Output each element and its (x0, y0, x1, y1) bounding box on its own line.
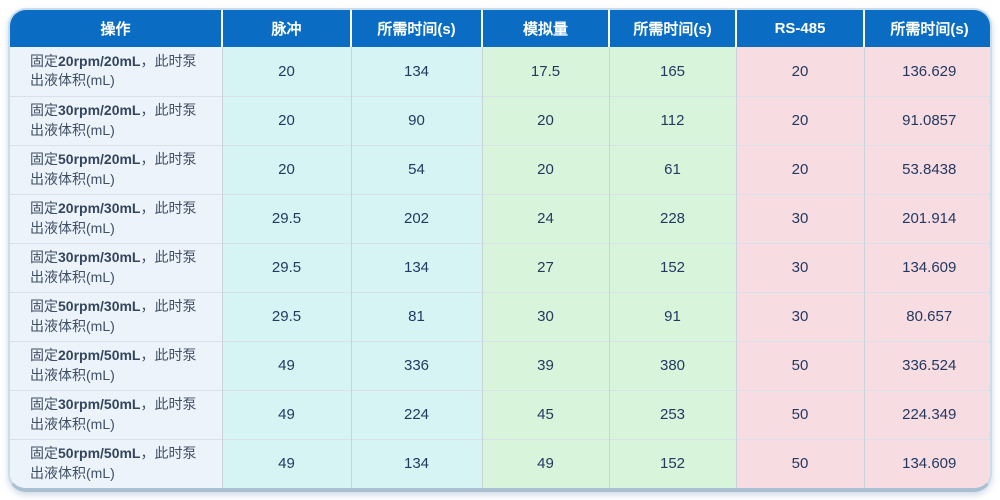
cell-analog-value: 49 (481, 438, 609, 488)
table-row: 固定20rpm/50mL，此时泵出液体积(mL) 49 336 39 380 5… (10, 340, 990, 390)
cell-rs485-value: 30 (735, 291, 864, 341)
row-label-operation: 固定30rpm/30mL，此时泵出液体积(mL) (10, 242, 222, 292)
table-header: 操作 脉冲 所需时间(s) 模拟量 所需时间(s) RS-485 所需时间(s) (10, 10, 990, 47)
cell-rs485-time: 91.0857 (863, 95, 990, 145)
cell-pulse-value: 49 (221, 389, 351, 439)
row-label-operation: 固定30rpm/20mL，此时泵出液体积(mL) (10, 95, 222, 145)
cell-analog-time: 112 (608, 95, 736, 145)
cell-pulse-value: 29.5 (221, 193, 351, 243)
cell-pulse-value: 49 (221, 340, 351, 390)
row-label-operation: 固定20rpm/30mL，此时泵出液体积(mL) (10, 193, 222, 243)
row-label-operation: 固定50rpm/50mL，此时泵出液体积(mL) (10, 438, 222, 488)
cell-analog-value: 20 (481, 95, 609, 145)
cell-rs485-value: 20 (735, 95, 864, 145)
header-cell-analog: 模拟量 (481, 10, 609, 47)
header-cell-rs485-time: 所需时间(s) (863, 10, 990, 47)
cell-analog-time: 91 (608, 291, 736, 341)
cell-rs485-value: 50 (735, 340, 864, 390)
header-cell-operation: 操作 (10, 10, 222, 47)
cell-pulse-time: 336 (350, 340, 482, 390)
header-cell-pulse: 脉冲 (221, 10, 351, 47)
cell-rs485-time: 80.657 (863, 291, 990, 341)
cell-rs485-value: 50 (735, 438, 864, 488)
cell-analog-time: 61 (608, 144, 736, 194)
cell-rs485-value: 20 (735, 47, 864, 96)
cell-analog-value: 27 (481, 242, 609, 292)
cell-pulse-value: 20 (221, 47, 351, 96)
cell-rs485-time: 224.349 (863, 389, 990, 439)
cell-rs485-time: 336.524 (863, 340, 990, 390)
cell-rs485-time: 53.8438 (863, 144, 990, 194)
table-row: 固定30rpm/30mL，此时泵出液体积(mL) 29.5 134 27 152… (10, 242, 990, 292)
cell-pulse-time: 134 (350, 242, 482, 292)
cell-analog-time: 253 (608, 389, 736, 439)
cell-rs485-time: 136.629 (863, 47, 990, 96)
cell-analog-value: 39 (481, 340, 609, 390)
table-row: 固定30rpm/50mL，此时泵出液体积(mL) 49 224 45 253 5… (10, 389, 990, 439)
data-table-card: 操作 脉冲 所需时间(s) 模拟量 所需时间(s) RS-485 所需时间(s)… (8, 8, 992, 492)
cell-analog-time: 228 (608, 193, 736, 243)
cell-rs485-time: 201.914 (863, 193, 990, 243)
cell-rs485-value: 30 (735, 193, 864, 243)
table-body: 固定20rpm/20mL，此时泵出液体积(mL) 20 134 17.5 165… (10, 47, 990, 488)
pump-operation-table: 操作 脉冲 所需时间(s) 模拟量 所需时间(s) RS-485 所需时间(s)… (10, 10, 990, 488)
table-row: 固定50rpm/50mL，此时泵出液体积(mL) 49 134 49 152 5… (10, 438, 990, 488)
cell-analog-time: 152 (608, 438, 736, 488)
cell-rs485-value: 50 (735, 389, 864, 439)
cell-pulse-value: 29.5 (221, 242, 351, 292)
cell-pulse-value: 20 (221, 144, 351, 194)
cell-pulse-time: 202 (350, 193, 482, 243)
cell-rs485-value: 20 (735, 144, 864, 194)
cell-analog-value: 30 (481, 291, 609, 341)
cell-analog-value: 45 (481, 389, 609, 439)
cell-analog-time: 165 (608, 47, 736, 96)
cell-pulse-value: 49 (221, 438, 351, 488)
cell-pulse-value: 20 (221, 95, 351, 145)
header-cell-rs485: RS-485 (735, 10, 864, 47)
cell-pulse-time: 134 (350, 438, 482, 488)
table-row: 固定20rpm/20mL，此时泵出液体积(mL) 20 134 17.5 165… (10, 47, 990, 96)
cell-pulse-time: 81 (350, 291, 482, 341)
table-row: 固定50rpm/20mL，此时泵出液体积(mL) 20 54 20 61 20 … (10, 144, 990, 194)
header-cell-analog-time: 所需时间(s) (608, 10, 736, 47)
cell-pulse-time: 90 (350, 95, 482, 145)
cell-analog-value: 20 (481, 144, 609, 194)
row-label-operation: 固定50rpm/20mL，此时泵出液体积(mL) (10, 144, 222, 194)
cell-rs485-value: 30 (735, 242, 864, 292)
cell-analog-time: 152 (608, 242, 736, 292)
header-row: 操作 脉冲 所需时间(s) 模拟量 所需时间(s) RS-485 所需时间(s) (10, 10, 990, 47)
cell-analog-time: 380 (608, 340, 736, 390)
cell-pulse-time: 134 (350, 47, 482, 96)
table-row: 固定50rpm/30mL，此时泵出液体积(mL) 29.5 81 30 91 3… (10, 291, 990, 341)
row-label-operation: 固定30rpm/50mL，此时泵出液体积(mL) (10, 389, 222, 439)
row-label-operation: 固定50rpm/30mL，此时泵出液体积(mL) (10, 291, 222, 341)
cell-analog-value: 24 (481, 193, 609, 243)
cell-pulse-value: 29.5 (221, 291, 351, 341)
cell-rs485-time: 134.609 (863, 438, 990, 488)
cell-rs485-time: 134.609 (863, 242, 990, 292)
table-row: 固定20rpm/30mL，此时泵出液体积(mL) 29.5 202 24 228… (10, 193, 990, 243)
header-cell-pulse-time: 所需时间(s) (350, 10, 482, 47)
row-label-operation: 固定20rpm/50mL，此时泵出液体积(mL) (10, 340, 222, 390)
row-label-operation: 固定20rpm/20mL，此时泵出液体积(mL) (10, 47, 222, 96)
cell-pulse-time: 224 (350, 389, 482, 439)
cell-pulse-time: 54 (350, 144, 482, 194)
table-row: 固定30rpm/20mL，此时泵出液体积(mL) 20 90 20 112 20… (10, 95, 990, 145)
cell-analog-value: 17.5 (481, 47, 609, 96)
